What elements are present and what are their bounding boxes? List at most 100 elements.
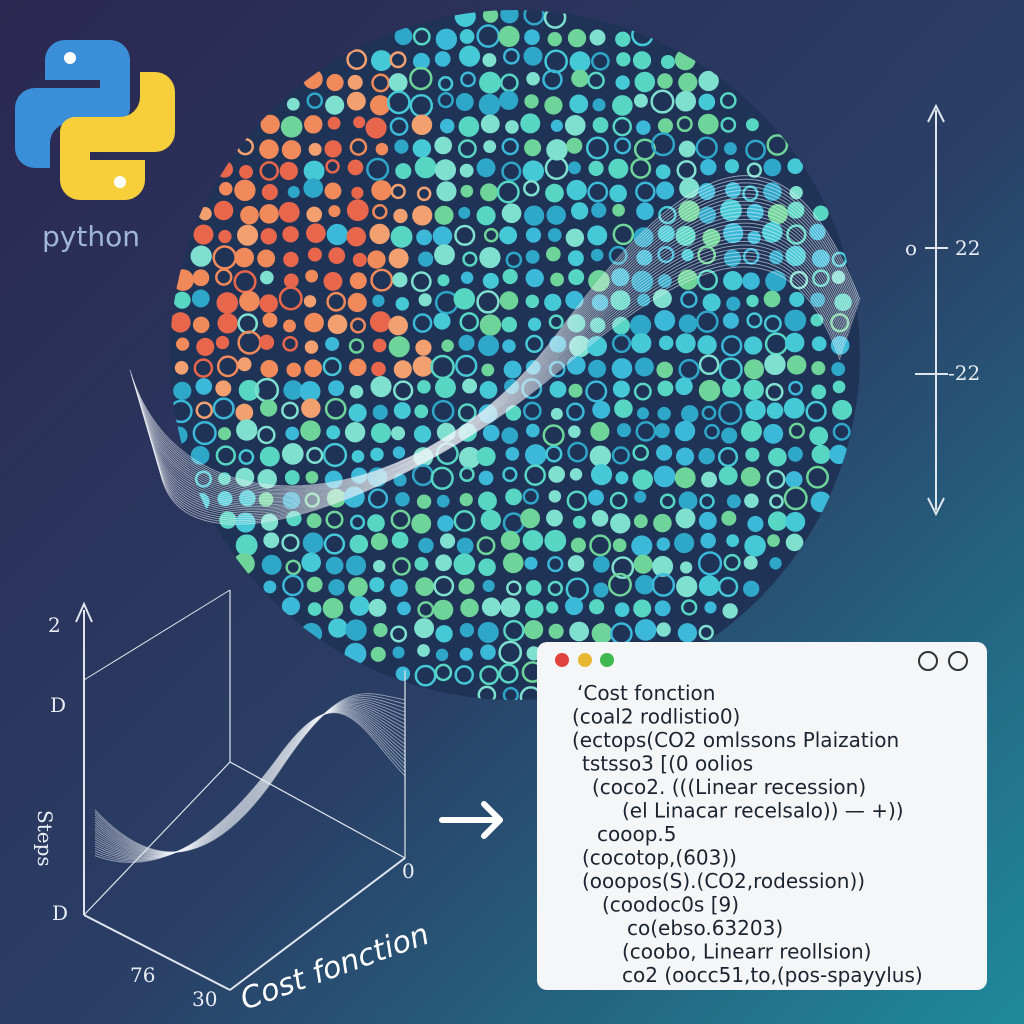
cell [326,223,348,246]
cell [304,312,324,333]
cell [366,157,390,181]
code-line: (coobo, Linearr reollsion) [622,940,871,964]
cell [524,620,544,640]
cell [434,244,455,266]
cell [523,10,545,26]
cell [726,494,741,509]
cell [612,538,627,553]
cell [458,446,481,469]
cell [655,164,671,180]
cell [548,623,564,639]
cell [365,117,387,139]
cell [325,556,344,575]
cell [412,52,430,70]
cell [745,139,766,161]
cell [550,407,563,420]
cell [589,599,605,615]
cell [543,10,567,29]
cell [502,552,524,574]
cell [389,117,409,136]
ribbon-line [143,218,851,503]
cell [303,295,317,308]
code-line: (el Linacar recelsalo)) — +)) [622,799,904,823]
cell [723,142,737,156]
cell [460,184,474,198]
cell [482,10,499,23]
cell [390,625,408,643]
cell [257,425,276,445]
cell [459,163,474,178]
cell [261,184,278,201]
cell [170,312,191,333]
cell [505,251,523,269]
cell [301,398,321,418]
cell [281,401,299,420]
cell [259,294,278,313]
cell [218,229,232,244]
cell [634,490,647,503]
cell [390,579,408,597]
cell [632,444,650,462]
cell [695,136,718,159]
cell [783,397,805,419]
cell [722,603,738,619]
cell [479,246,501,269]
cell [418,537,434,554]
cell [324,397,347,420]
x-label: 0 [402,859,415,883]
cell [216,355,239,378]
cell [482,424,500,442]
cell [455,354,478,377]
cell [503,360,522,379]
cell [373,559,386,573]
cell [370,422,391,443]
cell [480,644,496,660]
cell [372,294,385,307]
code-line: ‘Cost fonction [577,681,715,705]
ribbon-line [129,175,861,487]
cell [499,226,518,245]
cell [305,470,319,484]
cell [369,95,391,116]
cell [766,402,784,420]
cell [769,494,784,509]
cell [520,113,541,134]
cell [502,268,518,285]
cell [657,380,674,397]
cell [414,156,437,179]
cell [592,555,610,573]
cell [483,140,497,153]
ribbon-line [154,251,844,518]
cell [479,381,498,399]
cell [697,113,719,135]
cell [612,223,635,246]
cell [287,185,300,199]
cell [609,184,627,203]
cell [568,425,581,438]
cell [235,534,258,557]
code-line: (coal2 rodlistio0) [572,705,740,729]
cell [524,94,539,109]
cell [212,397,235,420]
cell [369,311,392,333]
cell [785,471,803,489]
cell [522,160,545,182]
cell [482,579,495,593]
cell [654,310,676,331]
cell [615,75,630,90]
cell [615,31,631,47]
cell [238,449,255,465]
cell [805,400,827,423]
code-line: (coco2. (((Linear recession) [592,775,866,799]
cell [766,134,789,156]
cell [477,621,499,643]
ribbon-line [130,178,860,488]
cell [567,250,584,267]
cell [726,534,740,547]
cell [740,467,761,487]
cell [478,335,500,357]
cell [260,228,277,245]
cell [698,354,720,376]
cell [482,53,497,68]
cell [176,337,190,351]
